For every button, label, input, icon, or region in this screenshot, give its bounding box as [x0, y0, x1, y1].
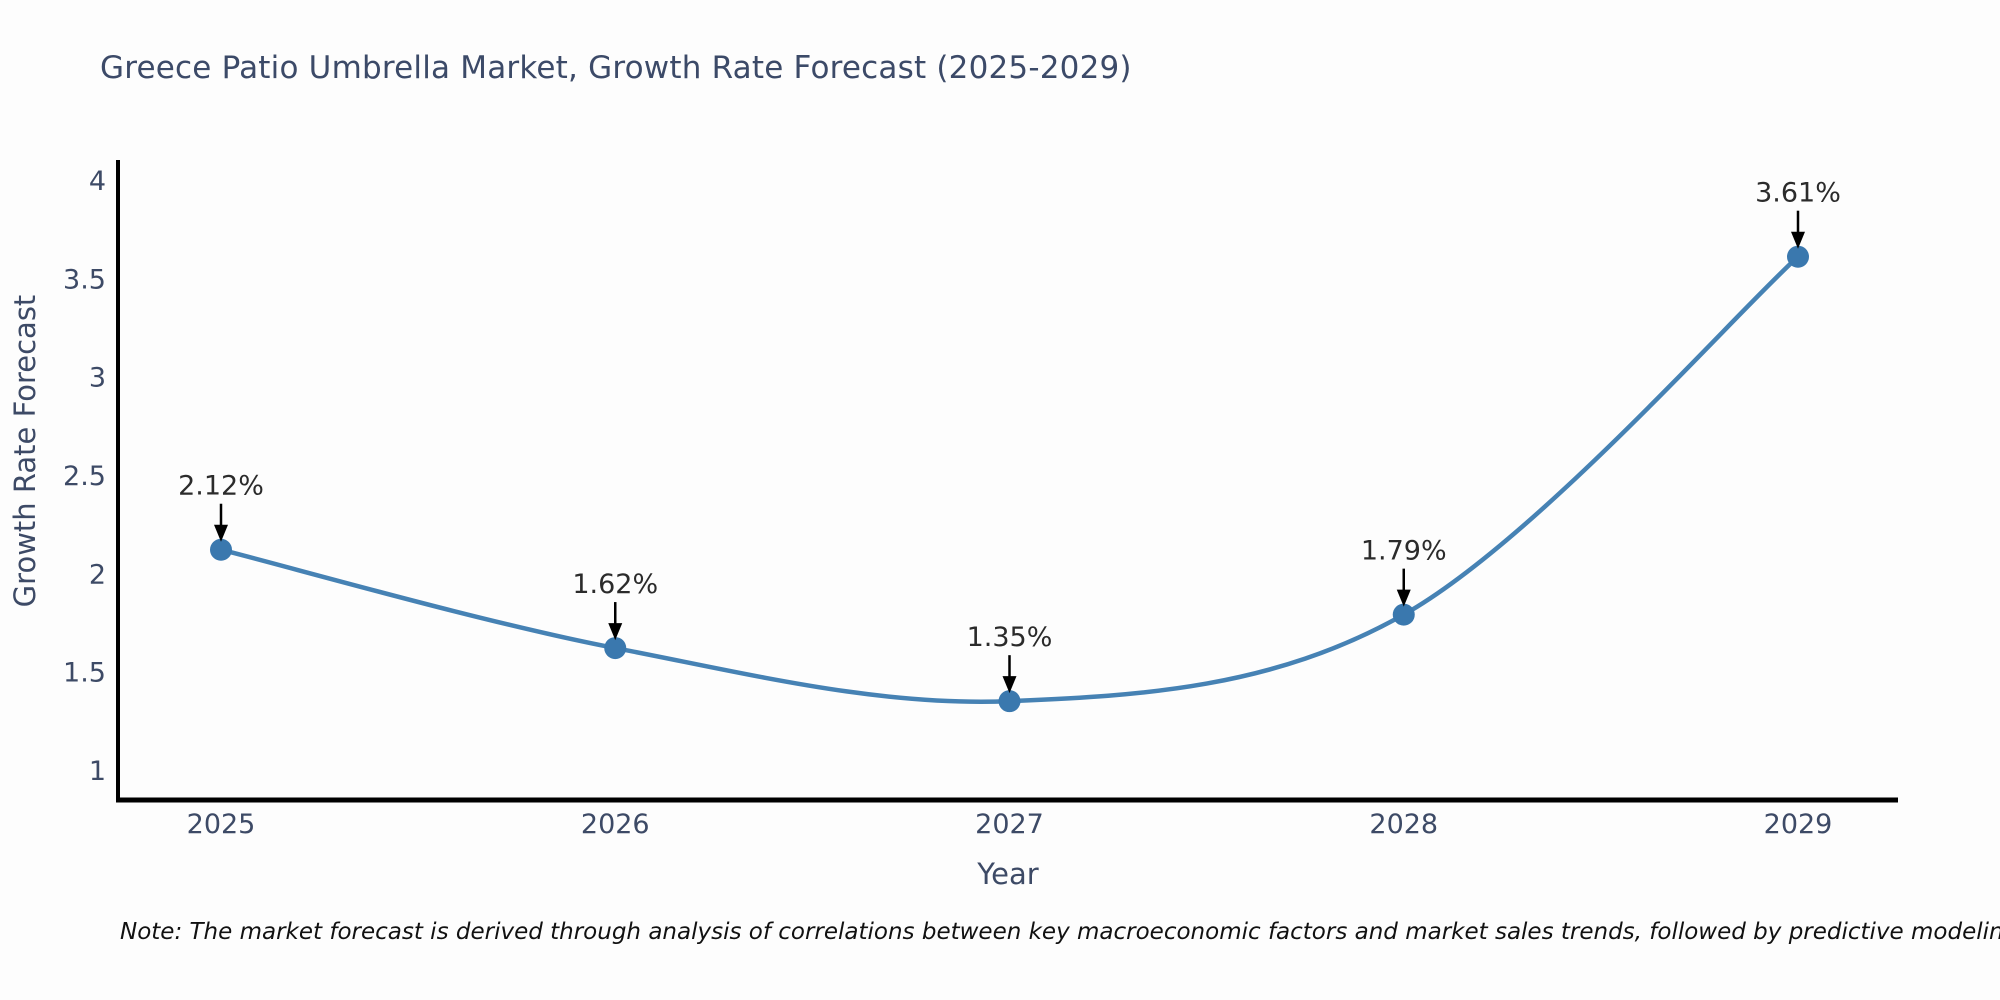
- annotation-arrowhead: [214, 524, 228, 542]
- data-point-marker: [998, 690, 1021, 713]
- annotation-arrowhead: [1791, 231, 1805, 249]
- data-point-marker: [604, 637, 627, 660]
- annotation-arrowhead: [1002, 676, 1017, 694]
- y-tick-label: 1.5: [63, 658, 106, 689]
- point-value-label: 1.62%: [572, 569, 658, 600]
- x-tick-label: 2029: [1764, 809, 1833, 840]
- y-tick-label: 4: [89, 166, 106, 197]
- data-point-marker: [1392, 603, 1415, 626]
- point-value-label: 1.35%: [967, 622, 1053, 653]
- y-axis-label: Growth Rate Forecast: [8, 294, 42, 608]
- x-axis-label: Year: [977, 857, 1039, 891]
- point-value-label: 1.79%: [1361, 536, 1447, 567]
- point-value-label: 2.12%: [178, 471, 264, 502]
- y-tick-label: 2: [89, 559, 106, 590]
- data-point-marker: [210, 538, 232, 561]
- x-tick-label: 2028: [1369, 809, 1438, 840]
- x-tick-label: 2025: [187, 809, 256, 840]
- annotation-arrowhead: [608, 623, 623, 641]
- x-tick-label: 2027: [975, 809, 1044, 840]
- y-tick-label: 1: [89, 756, 106, 787]
- point-value-label: 3.61%: [1755, 178, 1841, 209]
- annotation-arrowhead: [1396, 589, 1411, 607]
- chart-title: Greece Patio Umbrella Market, Growth Rat…: [100, 50, 1132, 86]
- footnote: Note: The market forecast is derived thr…: [120, 919, 2000, 945]
- y-tick-label: 3: [89, 363, 106, 394]
- x-tick-label: 2026: [581, 809, 650, 840]
- y-tick-label: 2.5: [63, 461, 106, 492]
- y-tick-label: 3.5: [63, 264, 106, 295]
- data-point-marker: [1787, 245, 1809, 268]
